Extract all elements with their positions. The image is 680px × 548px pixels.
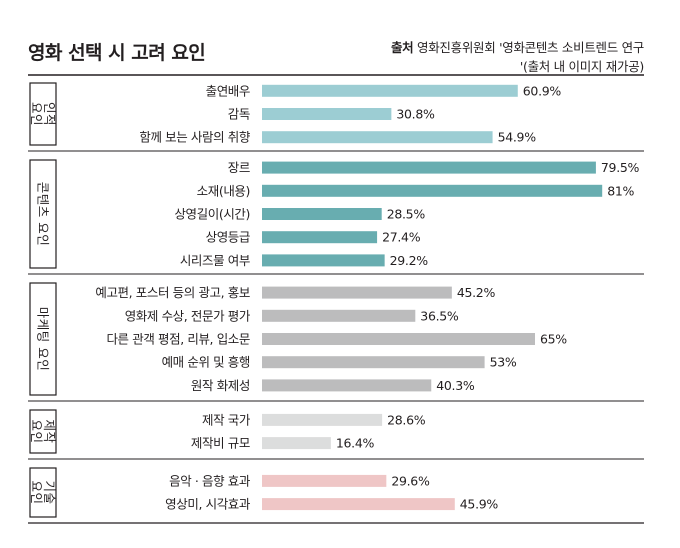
- bar: [262, 333, 535, 345]
- source-line-2: '(출처 내 이미지 재가공): [519, 59, 644, 74]
- group-label-text: 요인: [29, 419, 44, 443]
- data-label: 81%: [607, 183, 634, 198]
- bar: [262, 84, 518, 97]
- bar-label: 함께 보는 사람의 취향: [139, 130, 251, 145]
- bar-label: 제작 국가: [202, 412, 251, 427]
- group-label-box: [29, 282, 57, 396]
- bar-label: 상영길이(시간): [174, 207, 250, 222]
- data-label: 45.2%: [457, 285, 496, 300]
- group-label-text: 요인: [29, 102, 44, 126]
- group-label-box: [29, 409, 57, 454]
- group-label-text: 기술: [42, 480, 57, 504]
- bar-label: 감독: [228, 107, 250, 122]
- group-label-text: 마케팅 요인: [36, 307, 51, 371]
- group-label-box: [29, 82, 57, 146]
- bar-label: 출연배우: [206, 83, 250, 98]
- data-label: 16.4%: [336, 436, 375, 451]
- data-label: 29.2%: [390, 253, 429, 268]
- data-label: 60.9%: [523, 83, 562, 98]
- group-label-text: 제작: [42, 419, 57, 443]
- bar: [262, 108, 392, 120]
- bar-label: 음악 · 음향 효과: [169, 473, 251, 488]
- bar: [262, 309, 416, 322]
- bar-label: 다른 관객 평점, 리뷰, 입소문: [106, 332, 250, 347]
- bar: [262, 254, 385, 267]
- bar-label: 소재(내용): [197, 183, 250, 198]
- source-label: 출처: [390, 40, 414, 55]
- bar: [262, 379, 432, 392]
- bar: [262, 161, 596, 174]
- group-label: 마케팅 요인: [36, 307, 51, 371]
- bar-label: 장르: [228, 160, 250, 175]
- data-label: 30.8%: [396, 107, 435, 122]
- source-note: 출처 영화진흥위원회 '영화콘텐츠 소비트렌드 연구 '(출처 내 이미지 재가…: [391, 38, 644, 76]
- bar: [262, 208, 382, 220]
- data-label: 65%: [540, 332, 567, 347]
- group-label-box: [29, 467, 57, 518]
- bar-label: 시리즈물 여부: [180, 253, 250, 268]
- data-label: 53%: [490, 355, 517, 370]
- source-line-1: 출처 영화진흥위원회 '영화콘텐츠 소비트렌드 연구: [391, 38, 644, 57]
- bar-label: 제작비 규모: [191, 436, 250, 451]
- group-label-text: 요인: [29, 480, 44, 504]
- bar: [262, 474, 387, 487]
- data-label: 36.5%: [420, 308, 459, 323]
- bar-label: 영화제 수상, 전문가 평가: [125, 308, 251, 323]
- bar-label: 예고편, 포스터 등의 광고, 홍보: [95, 285, 250, 300]
- data-label: 45.9%: [460, 497, 499, 512]
- data-label: 54.9%: [498, 130, 537, 145]
- bar: [262, 356, 485, 369]
- bar-label: 원작 화제성: [191, 378, 250, 393]
- source-text-1: 영화진흥위원회 '영화콘텐츠 소비트렌드 연구: [417, 40, 644, 55]
- data-label: 28.5%: [387, 207, 426, 222]
- data-label: 28.6%: [387, 412, 426, 427]
- bar: [262, 231, 378, 244]
- data-label: 79.5%: [601, 160, 640, 175]
- bar-label: 예매 순위 및 흥행: [162, 355, 250, 370]
- group-label-text: 콘텐츠 요인: [36, 182, 51, 246]
- bar: [262, 498, 455, 511]
- group-label: 콘텐츠 요인: [36, 182, 51, 246]
- data-label: 40.3%: [436, 378, 475, 393]
- chart-title: 영화 선택 시 고려 요인: [28, 42, 206, 64]
- bar-label: 영상미, 시각효과: [165, 497, 251, 512]
- bar-label: 상영등급: [206, 230, 250, 245]
- bar: [262, 131, 493, 144]
- group-label-text: 인적: [42, 102, 57, 126]
- bar: [262, 286, 452, 299]
- data-label: 29.6%: [391, 473, 430, 488]
- bar: [262, 437, 331, 450]
- bar: [262, 184, 603, 197]
- group-label-box: [29, 159, 57, 269]
- bar: [262, 413, 383, 426]
- data-label: 27.4%: [382, 230, 421, 245]
